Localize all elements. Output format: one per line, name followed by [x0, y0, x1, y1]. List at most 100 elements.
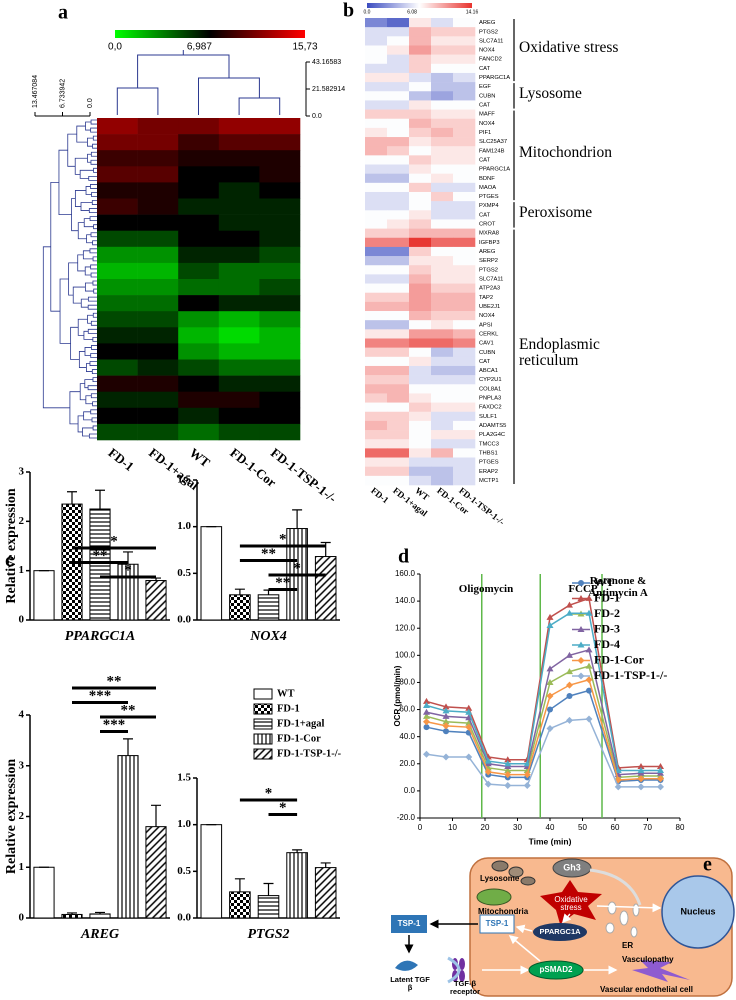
heatmap-cell — [431, 18, 454, 28]
panel-label: c — [5, 550, 14, 572]
row-dendrogram — [91, 200, 97, 205]
column-label: FD-1-TSP-1-/- — [268, 445, 340, 506]
heatmap-cell — [453, 292, 476, 303]
marker — [546, 692, 554, 700]
x-axis-label: PTGS2 — [248, 927, 290, 942]
marker — [443, 728, 449, 735]
heatmap-cell — [365, 63, 388, 74]
heatmap-cell — [178, 423, 220, 441]
mitochondria-icon — [476, 888, 512, 906]
y-tick-label: 80.0 — [399, 678, 415, 687]
heatmap-cell — [453, 173, 476, 184]
row-label: COL8A1 — [479, 386, 501, 392]
heatmap-cell — [365, 91, 388, 101]
row-label: AREG — [479, 249, 496, 255]
row-label: SLC7A11 — [479, 277, 503, 283]
heatmap-cell — [137, 166, 179, 183]
significance-label: *** — [103, 717, 126, 733]
heatmap-cell — [365, 118, 388, 129]
group-label: Oxidative stress — [519, 40, 619, 57]
legend-label: FD-1-Cor — [277, 733, 321, 744]
heatmap-cell — [365, 292, 388, 303]
heatmap-cell — [365, 274, 388, 284]
heatmap-cell — [387, 146, 410, 156]
marker — [484, 780, 492, 788]
row-dendrogram — [89, 361, 97, 366]
heatmap-cell — [97, 359, 138, 376]
group-label-box: Mitochondrion — [519, 145, 612, 161]
heatmap-cell — [431, 292, 454, 303]
heatmap-cell — [218, 407, 260, 425]
heatmap-cell — [409, 191, 432, 202]
heatmap-cell — [409, 475, 432, 486]
marker — [523, 760, 531, 767]
error-bar — [67, 491, 77, 505]
heatmap-cell — [365, 182, 388, 193]
heatmap-cell — [97, 214, 138, 231]
legend-swatch — [253, 733, 273, 745]
heatmap-cell — [431, 173, 454, 184]
x-tick-label: 20 — [481, 823, 490, 832]
heatmap-cell — [218, 198, 260, 215]
heatmap-cell — [453, 72, 476, 83]
marker — [465, 719, 473, 726]
heatmap-cell — [218, 295, 260, 312]
row-dendrogram — [69, 391, 81, 425]
heatmap-cell — [137, 262, 179, 280]
heatmap-cell — [431, 45, 454, 55]
heatmap-cell — [409, 375, 432, 385]
heatmap-cell — [137, 230, 179, 248]
row-dendrogram — [92, 280, 97, 286]
heatmap-cell — [409, 237, 432, 248]
heatmap-cell — [387, 256, 410, 266]
row-label: CYP2U1 — [479, 377, 502, 383]
marker — [577, 657, 585, 664]
row-label: ADAMTS5 — [479, 423, 506, 429]
marker — [566, 716, 573, 724]
heatmap-cell — [387, 109, 410, 120]
heatmap-cell — [178, 359, 220, 376]
heatmap-cell — [218, 391, 260, 409]
heatmap-cell — [453, 36, 476, 46]
heatmap-cell — [365, 338, 388, 348]
heatmap-cell — [409, 164, 432, 174]
heatmap-cell — [178, 262, 220, 280]
group-label-box: Peroxisome — [519, 205, 592, 221]
row-label: NOX4 — [479, 48, 496, 54]
heatmap-cell — [453, 100, 476, 110]
marker — [566, 651, 573, 658]
heatmap-cell — [365, 127, 388, 138]
heatmap-cell — [178, 134, 220, 151]
heatmap-cell — [453, 439, 476, 449]
heatmap-cell — [97, 134, 138, 151]
heatmap-cell — [97, 230, 138, 248]
y-tick-label: 1.5 — [177, 474, 191, 486]
error-bar — [320, 862, 331, 868]
bar — [200, 526, 223, 621]
row-dendrogram — [82, 427, 94, 437]
tsp-outer-box — [391, 915, 427, 933]
row-dendrogram — [92, 401, 97, 407]
y-tick-label: 2 — [19, 515, 25, 527]
heatmap-cell — [218, 343, 260, 360]
heatmap-cell — [387, 301, 410, 312]
heatmap-cell — [97, 423, 138, 441]
marker — [566, 609, 573, 616]
heatmap-cell — [453, 164, 476, 174]
heatmap-cell — [365, 283, 388, 294]
marker — [484, 757, 492, 764]
heatmap-cell — [431, 283, 454, 294]
row-label: SULF1 — [479, 414, 497, 420]
marker — [423, 724, 430, 731]
scale-tick-label: 43.16583 — [312, 59, 341, 66]
heatmap-cell — [365, 246, 388, 257]
heatmap-cell — [431, 246, 454, 257]
bar — [89, 913, 111, 919]
heatmap-cell — [387, 27, 410, 37]
series-line — [426, 648, 661, 776]
heatmap-cell — [453, 411, 476, 422]
row-dendrogram — [90, 159, 97, 165]
heatmap-cell — [137, 118, 179, 135]
heatmap-cell — [365, 173, 388, 184]
